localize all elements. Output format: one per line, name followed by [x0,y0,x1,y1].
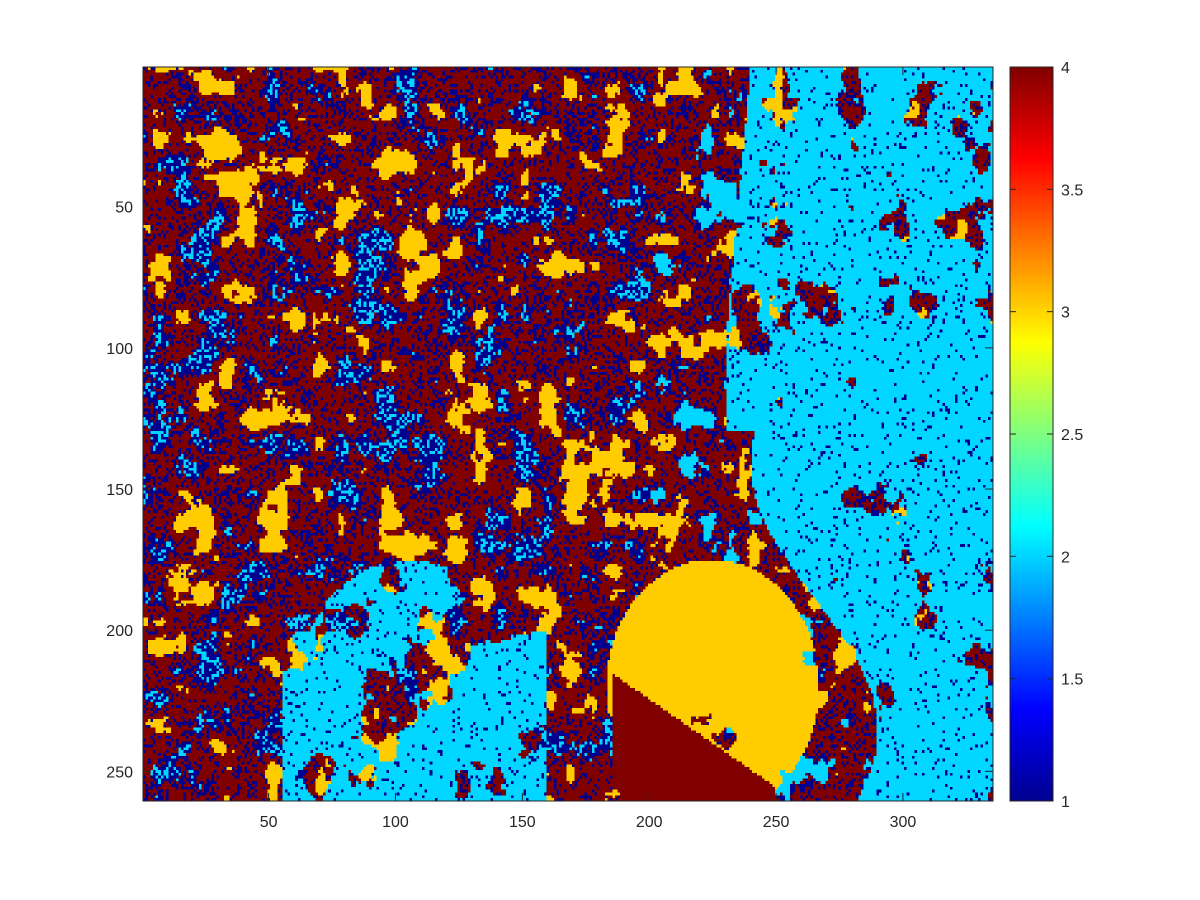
colorbar-tick-label: 4 [1061,60,1070,77]
x-tick-label: 50 [260,814,278,831]
colorbar-tick-label: 1.5 [1061,672,1083,689]
x-tick-label: 100 [382,814,409,831]
colorbar-axis: 1 1.5 2 2.5 3 3.5 4 [1010,60,1083,811]
x-tick-label: 250 [763,814,790,831]
y-tick-label: 100 [106,341,133,358]
colorbar-tick-label: 2 [1061,549,1070,566]
x-tick-label: 300 [890,814,917,831]
y-tick-label: 250 [106,764,133,781]
y-axis: 50 100 150 200 250 [106,200,993,781]
x-tick-label: 150 [509,814,536,831]
x-tick-label: 200 [636,814,663,831]
colorbar-tick-label: 2.5 [1061,427,1083,444]
y-tick-label: 150 [106,482,133,499]
colorbar-tick-label: 3 [1061,305,1070,322]
colorbar [1009,66,1054,802]
plot-area-frame [142,66,994,802]
x-axis: 50 100 150 200 250 300 [260,67,917,831]
heatmap-image [143,67,993,801]
colorbar-tick-label: 3.5 [1061,182,1083,199]
colorbar-tick-label: 1 [1061,794,1070,811]
y-tick-label: 50 [115,200,133,217]
y-tick-label: 200 [106,623,133,640]
